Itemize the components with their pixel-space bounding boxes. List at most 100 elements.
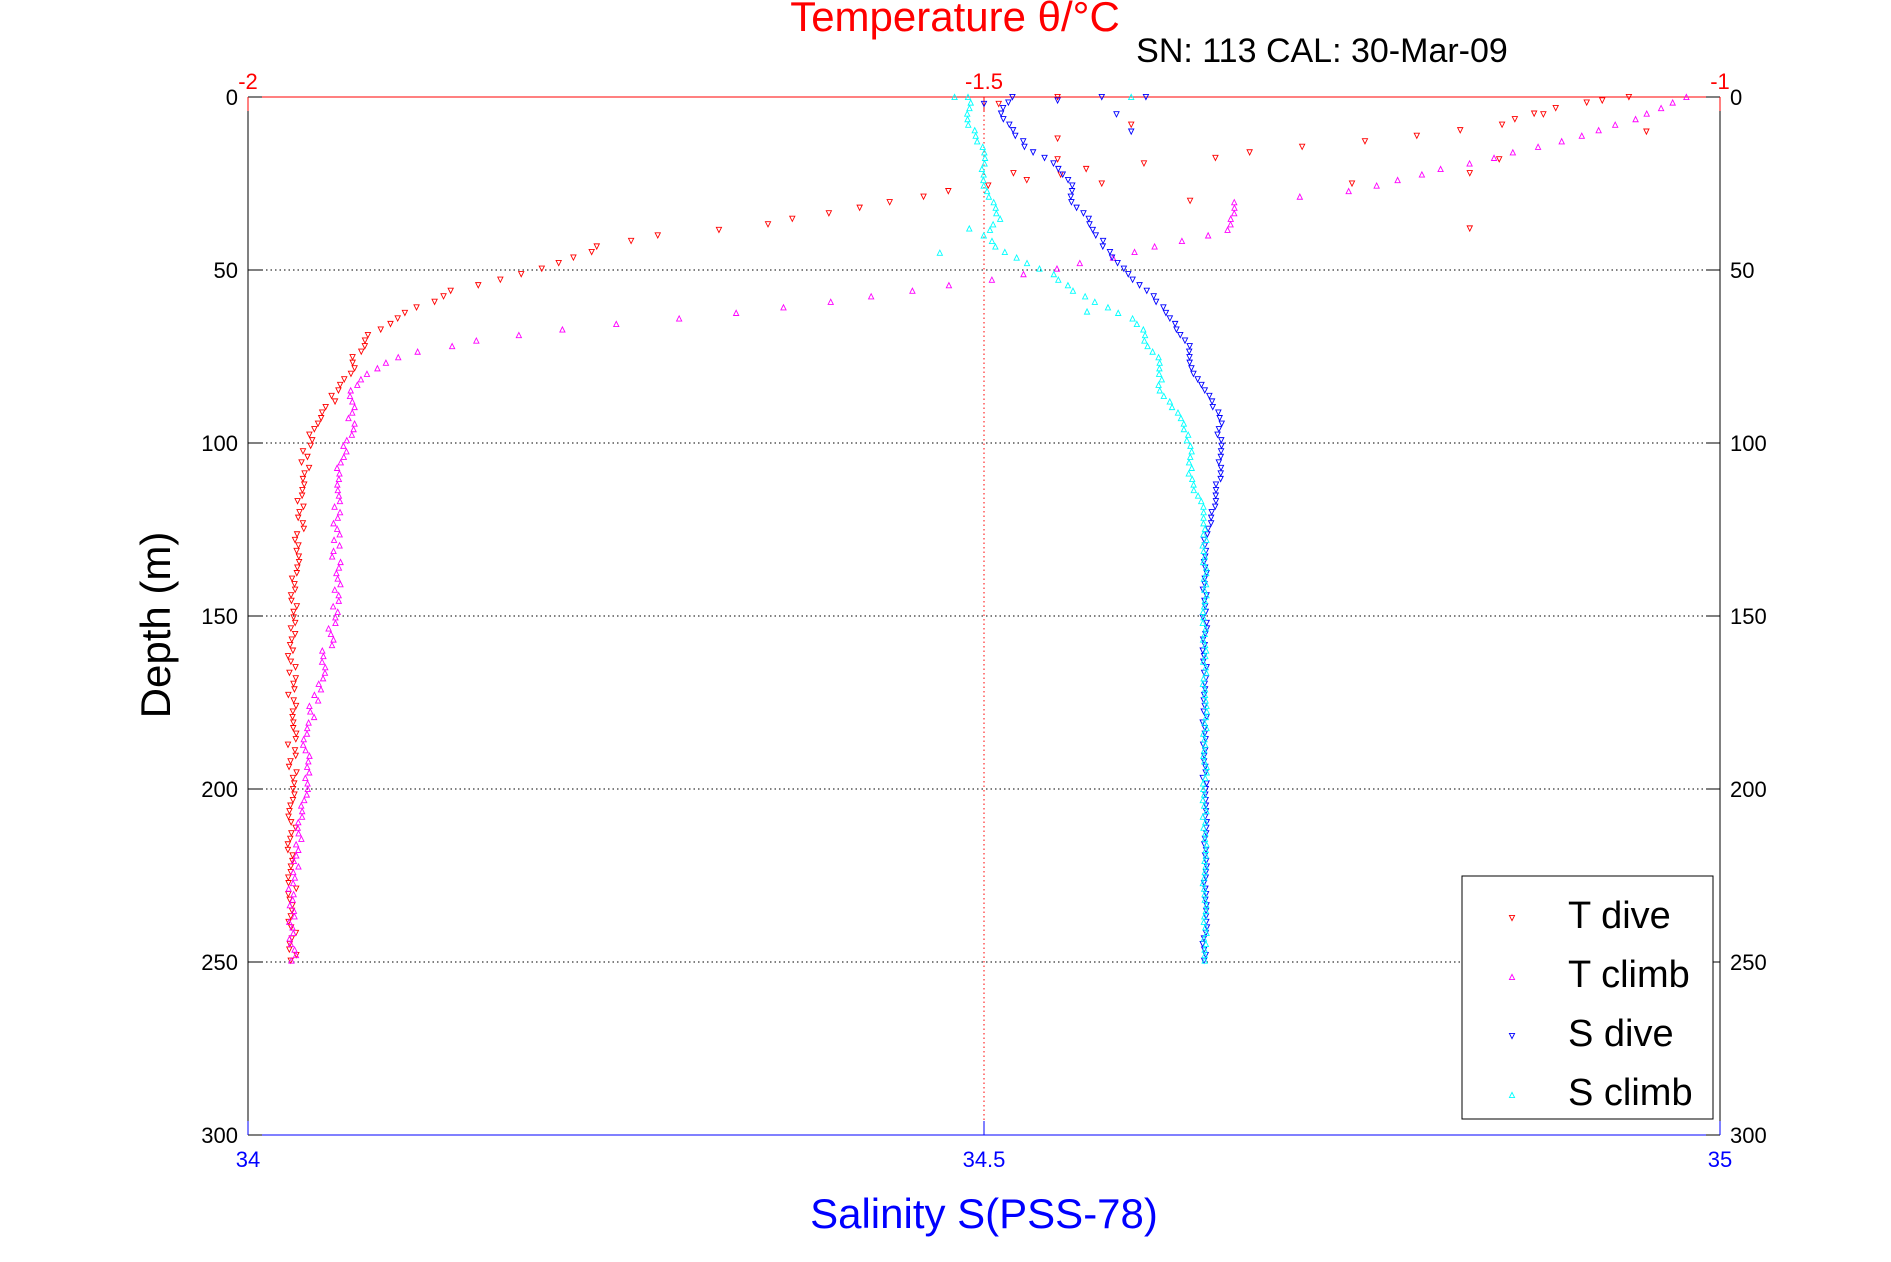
series-outlier-point	[1466, 170, 1474, 177]
series-point	[300, 796, 308, 804]
series-point	[314, 696, 322, 704]
series-point	[1085, 215, 1093, 223]
series-outlier-point	[936, 249, 944, 256]
series-point	[1218, 442, 1225, 450]
series-point	[1185, 458, 1193, 466]
y-tick-label-right: 0	[1730, 85, 1742, 110]
series-point	[336, 469, 343, 477]
series-point	[290, 890, 297, 898]
series-point	[285, 813, 292, 821]
series-point	[287, 802, 294, 810]
series-point	[1201, 552, 1209, 560]
series-outlier-point	[1010, 170, 1017, 177]
series-point	[988, 237, 996, 244]
series-point	[305, 768, 313, 776]
series-point	[827, 298, 835, 305]
series-point	[337, 558, 344, 566]
series-point	[1194, 491, 1202, 499]
series-point	[348, 408, 356, 416]
series-point	[992, 242, 999, 250]
series-point	[387, 320, 394, 328]
series-point	[1092, 232, 1100, 240]
series-point	[1081, 292, 1089, 300]
series-point	[335, 387, 342, 395]
series-point	[288, 597, 295, 605]
series-point	[1490, 154, 1498, 161]
series-point	[612, 320, 620, 328]
series-point	[1185, 348, 1193, 356]
series-point	[1201, 641, 1209, 649]
series-point	[331, 503, 338, 510]
series-point	[1013, 253, 1020, 261]
series-point	[1201, 741, 1209, 748]
series-point	[288, 957, 295, 964]
series-point	[1151, 242, 1158, 250]
series-point	[343, 447, 350, 455]
series-point	[299, 475, 307, 483]
series-outlier-point	[1054, 93, 1061, 101]
series-point	[1202, 940, 1210, 948]
legend-label-s-climb: S climb	[1568, 1072, 1693, 1114]
series-point	[284, 841, 292, 848]
series-point	[1176, 331, 1184, 339]
series-point	[331, 398, 339, 406]
series-point	[1201, 597, 1209, 604]
series-point	[1009, 93, 1016, 101]
series-point	[515, 331, 523, 339]
series-point	[1583, 99, 1591, 107]
series-point	[992, 204, 1000, 211]
series-point	[1136, 282, 1143, 289]
series-point	[1188, 447, 1195, 455]
series-point	[288, 636, 296, 644]
series-point	[289, 797, 297, 804]
series-point	[1091, 298, 1099, 305]
series-point	[289, 708, 297, 716]
x-tick-label-temperature: -2	[238, 69, 258, 94]
series-point	[349, 397, 356, 405]
series-point	[1456, 127, 1464, 134]
series-point	[1683, 93, 1690, 101]
series-point	[1657, 104, 1665, 112]
series-point	[302, 774, 309, 781]
series-point	[980, 181, 988, 189]
series-point	[328, 552, 336, 560]
series-point	[1099, 243, 1107, 251]
series-point	[336, 508, 344, 516]
series-point	[301, 470, 308, 478]
series-point	[1373, 181, 1380, 189]
series-point	[1202, 851, 1210, 859]
grid-lines	[248, 97, 1720, 1135]
series-point	[1166, 397, 1174, 405]
series-point	[715, 226, 723, 234]
series-point	[286, 642, 294, 649]
series-point	[294, 564, 301, 572]
series-point	[335, 475, 343, 483]
series-point	[330, 547, 337, 555]
series-point	[291, 586, 299, 594]
series-point	[306, 752, 313, 759]
series-point	[980, 231, 988, 239]
series-point	[306, 702, 313, 710]
series-point	[1133, 320, 1141, 328]
series-point	[1217, 453, 1225, 461]
y-tick-label-right: 50	[1730, 258, 1754, 283]
series-point	[1183, 436, 1191, 444]
series-point	[1201, 868, 1209, 876]
series-point	[1099, 237, 1107, 245]
series-point	[1199, 879, 1207, 887]
series-point	[1200, 918, 1208, 925]
series-point	[350, 425, 357, 433]
series-point	[1023, 176, 1031, 184]
series-point	[290, 697, 298, 705]
series-point	[1199, 558, 1207, 566]
series-point	[1029, 149, 1037, 156]
series-point	[330, 536, 338, 543]
series-point	[971, 126, 979, 134]
series-s-climb	[936, 93, 1211, 964]
series-point	[1437, 165, 1444, 173]
series-point	[337, 580, 344, 588]
series-point	[288, 830, 295, 837]
series-point	[1021, 143, 1028, 151]
series-point	[291, 945, 298, 953]
series-point	[1174, 408, 1182, 416]
